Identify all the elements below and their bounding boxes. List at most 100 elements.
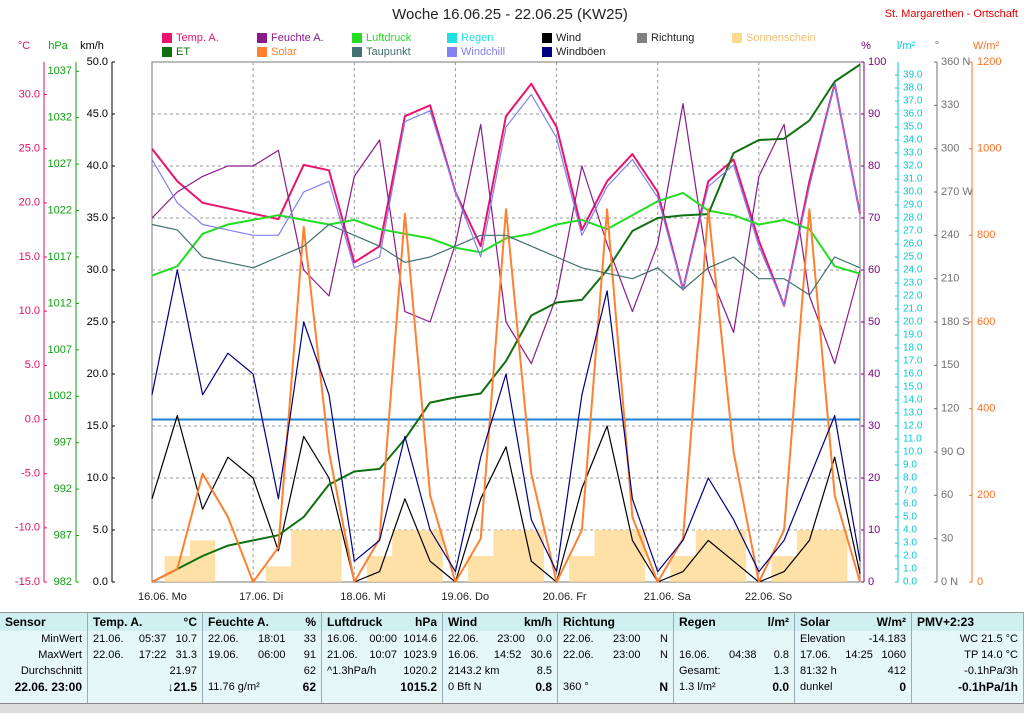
panel-row: -0.1hPa/3h: [912, 663, 1023, 679]
y-tick-label: 3.0: [903, 538, 917, 549]
y-tick-label: 25.0: [87, 316, 108, 328]
cell: TP 14.0 °C: [964, 649, 1018, 661]
y-tick-label: 0.0: [93, 576, 108, 588]
y-tick-label: 50.0: [87, 56, 108, 68]
cell: 14:52: [493, 649, 522, 661]
cell: 360 °: [563, 681, 589, 693]
legend-label: Regen: [461, 32, 493, 44]
y-tick-label: 50: [868, 316, 880, 328]
x-tick-label: 18.06. Mi: [340, 591, 385, 603]
panel-row: 0 Bft N 0.8: [443, 679, 557, 695]
cell: Durchschnitt: [20, 665, 82, 677]
panel-row: 21.97: [88, 663, 202, 679]
y-tick-label: 40: [868, 368, 880, 380]
y-tick-label: 2.0: [903, 551, 917, 562]
legend-swatch: [447, 47, 457, 57]
y-tick-label: 23.0: [903, 278, 923, 289]
panel-header: Temp. A. °C: [88, 613, 202, 631]
cell: -14.183: [868, 633, 906, 645]
cell: 10.7: [175, 633, 197, 645]
cell: 0.8: [773, 649, 789, 661]
y-tick-label: 15.0: [903, 382, 923, 393]
cell: 1.3 l/m²: [679, 681, 716, 693]
y-tick-label: 30.0: [903, 187, 923, 198]
y-tick-label: 992: [54, 483, 72, 495]
summary-table: Sensor MinWert MaxWert Durchschnitt 22.06. 2…: [0, 612, 1024, 703]
y-tick-label: 32.0: [903, 161, 923, 172]
cell: 18:01: [258, 633, 286, 645]
cell: 16.06.: [448, 649, 479, 661]
cell: 23:00: [613, 649, 641, 661]
y-tick-label: 35.0: [903, 122, 923, 133]
panel-row: 62: [203, 663, 321, 679]
cell: 8.5: [536, 665, 552, 677]
y-tick-label: 330: [941, 99, 959, 111]
y-tick-label: 33.0: [903, 148, 923, 159]
sunshine-bar: [291, 530, 317, 582]
axis-unit: km/h: [80, 40, 104, 52]
cell: N: [660, 649, 668, 661]
cell: 05:37: [138, 633, 167, 645]
cell: dunkel: [800, 681, 833, 693]
panel-header: PMV+2:23: [912, 613, 1023, 631]
y-tick-label: 1032: [48, 112, 72, 124]
y-tick-label: 30: [941, 533, 953, 545]
cell: 17:22: [138, 649, 167, 661]
y-tick-label: 12.0: [903, 421, 923, 432]
header-cell: Richtung: [563, 615, 615, 629]
x-tick-label: 16.06. Mo: [138, 591, 187, 603]
legend-swatch: [542, 33, 552, 43]
series-line: [151, 63, 861, 583]
y-tick-label: 800: [977, 229, 995, 241]
series-line: [151, 269, 861, 573]
y-tick-label: 210: [941, 273, 959, 285]
cell: 21.97: [169, 665, 197, 677]
legend-swatch: [352, 47, 362, 57]
axis-unit: %: [861, 40, 871, 52]
y-tick-label: 35.0: [87, 212, 108, 224]
y-tick-label: 400: [977, 403, 995, 415]
legend-label: Solar: [271, 46, 297, 58]
panel-row: 2143.2 km 8.5: [443, 663, 557, 679]
cell: 17.06.: [800, 649, 831, 661]
sunshine-bar: [265, 566, 292, 582]
legend-label: Windböen: [556, 46, 606, 58]
sunshine-bar: [316, 530, 342, 582]
panel-row: WC 21.5 °C: [912, 631, 1023, 647]
header-cell: PMV+2:23: [917, 615, 975, 629]
y-tick-label: 17.0: [903, 356, 923, 367]
cell: 22.06. 23:00: [14, 680, 82, 694]
panel-row: [558, 663, 673, 679]
y-tick-label: 18.0: [903, 343, 923, 354]
cell: 0.0: [536, 633, 552, 645]
legend-swatch: [447, 33, 457, 43]
cell: MinWert: [41, 633, 82, 645]
panel-row: Elevation -14.183: [795, 631, 911, 647]
header-cell: Feuchte A.: [208, 615, 269, 629]
header-cell: %: [305, 615, 316, 629]
legend-swatch: [257, 33, 267, 43]
legend-label: ET: [176, 46, 190, 58]
panel-row: 1.3 l/m² 0.0: [674, 679, 794, 695]
y-tick-label: 27.0: [903, 226, 923, 237]
cell: 81:32 h: [800, 665, 837, 677]
y-tick-label: 15.0: [19, 251, 40, 263]
y-tick-label: 1027: [48, 158, 72, 170]
y-tick-label: 150: [941, 359, 959, 371]
series-line: [151, 415, 861, 583]
y-tick-label: 20.0: [19, 197, 40, 209]
cell: 22.06.: [563, 633, 594, 645]
y-tick-label: 0.0: [25, 413, 40, 425]
y-tick-label: 9.0: [903, 460, 917, 471]
panel-row: 22.06. 23:00 N: [558, 631, 673, 647]
panel-row: 17.06. 14:25 1060: [795, 647, 911, 663]
series-line: [151, 83, 861, 307]
cell: 1020.2: [403, 665, 437, 677]
panel-row: 21.06. 10:07 1023.9: [322, 647, 442, 663]
legend-swatch: [162, 47, 172, 57]
y-tick-label: 19.0: [903, 330, 923, 341]
y-tick-label: 37.0: [903, 96, 923, 107]
station-name: St. Margarethen - Ortschaft: [885, 8, 1018, 20]
panel-row: Durchschnitt: [0, 663, 87, 679]
